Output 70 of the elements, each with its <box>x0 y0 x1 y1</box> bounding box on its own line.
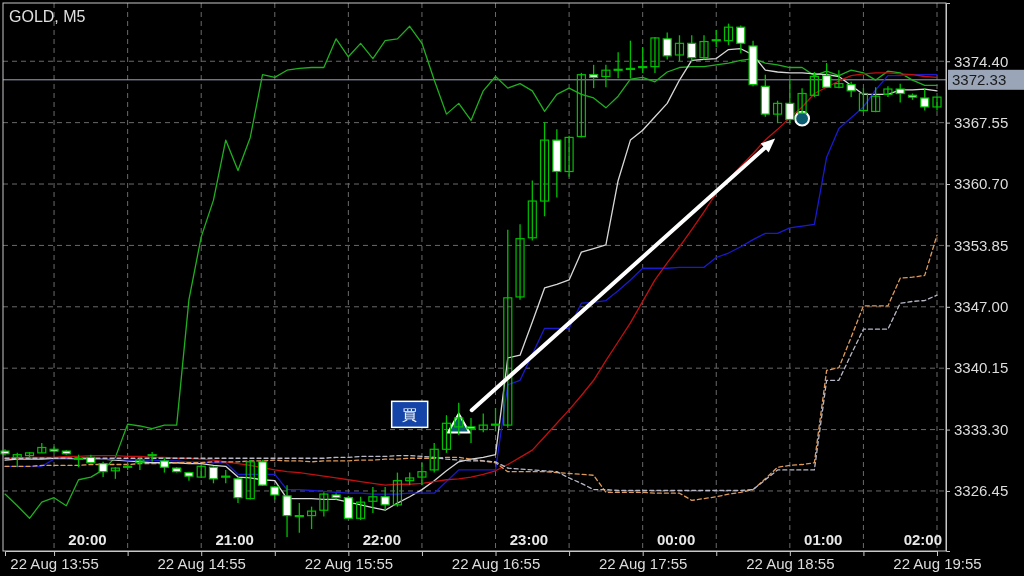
candlestick <box>674 34 685 62</box>
candlestick <box>601 64 611 88</box>
annotation: 23:00 <box>509 531 549 548</box>
x-tick-label: 22 Aug 16:55 <box>451 554 541 572</box>
candlestick <box>478 412 488 433</box>
annotation: 01:00 <box>804 531 843 548</box>
x-tick-label: 22 Aug 18:55 <box>746 554 835 572</box>
candlestick <box>135 457 145 471</box>
candlestick <box>576 72 586 139</box>
annotation: 20:00 <box>68 531 107 548</box>
candlestick <box>662 31 672 61</box>
candlestick <box>871 86 881 113</box>
candlestick <box>883 85 893 98</box>
candlestick <box>380 486 390 511</box>
y-tick-label: 3340.15 <box>954 359 1009 377</box>
x-tick-label: 22 Aug 14:55 <box>157 554 246 572</box>
annotation: 00:00 <box>656 531 696 548</box>
x-tick-label: 22 Aug 15:55 <box>304 554 394 572</box>
candlestick <box>589 64 599 89</box>
annotation: 21:00 <box>215 531 254 548</box>
line-series <box>4 294 938 492</box>
candlestick <box>834 69 844 89</box>
line-series <box>4 234 938 502</box>
candlestick <box>454 402 464 436</box>
x-tick-label: 22 Aug 19:55 <box>893 554 982 572</box>
candlestick <box>356 496 366 521</box>
candlestick <box>503 229 513 429</box>
y-tick-label: 3326.45 <box>954 482 1009 500</box>
candlestick <box>858 87 869 113</box>
candlestick <box>429 442 439 474</box>
candlestick <box>809 71 819 98</box>
y-tick-label: 3367.55 <box>954 113 1009 131</box>
y-tick-label: 3347.00 <box>954 298 1009 316</box>
candlestick <box>257 459 268 487</box>
y-tick-label: 3333.30 <box>954 420 1009 438</box>
annotation: 買 <box>402 405 418 424</box>
candlestick <box>736 24 746 54</box>
candlestick <box>932 96 942 112</box>
ref-line-label: 3372.33 <box>952 71 1007 89</box>
candlestick <box>368 486 378 514</box>
candlestick <box>797 87 807 115</box>
candlestick <box>306 505 317 530</box>
x-tick-label: 22 Aug 13:55 <box>10 554 99 572</box>
candlestick <box>527 179 537 242</box>
annotation: 22:00 <box>362 531 402 548</box>
candlestick <box>245 459 255 501</box>
candlestick <box>687 34 697 63</box>
x-tick-label: 22 Aug 17:55 <box>598 554 688 572</box>
candlestick <box>564 134 574 178</box>
candlestick <box>895 83 905 104</box>
candlestick <box>650 36 660 74</box>
candlestick <box>723 22 734 46</box>
candlestick <box>294 502 304 534</box>
candlestick <box>392 471 403 508</box>
annotation: 02:00 <box>903 531 942 548</box>
candlestick <box>319 491 329 518</box>
candlestick <box>441 414 452 454</box>
candlestick <box>417 462 427 486</box>
candlestick <box>772 100 783 124</box>
candlestick <box>699 34 709 61</box>
candlestick <box>920 87 930 112</box>
y-tick-label: 3353.85 <box>954 236 1009 254</box>
candlestick <box>233 476 243 504</box>
candlestick <box>282 484 292 538</box>
candlestick <box>515 223 525 301</box>
candlestick <box>539 121 550 217</box>
chart-title: GOLD, M5 <box>9 8 86 25</box>
y-tick-label: 3374.40 <box>954 52 1009 70</box>
y-tick-label: 3360.70 <box>954 175 1009 193</box>
candlestick <box>822 62 832 89</box>
